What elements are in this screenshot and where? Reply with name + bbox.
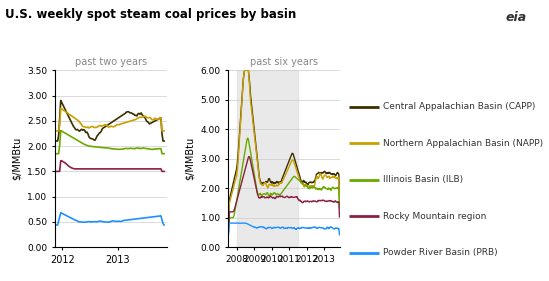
Text: Rocky Mountain region: Rocky Mountain region bbox=[383, 212, 486, 221]
Text: Powder River Basin (PRB): Powder River Basin (PRB) bbox=[383, 248, 497, 257]
Text: past two years: past two years bbox=[75, 57, 147, 67]
Text: Central Appalachian Basin (CAPP): Central Appalachian Basin (CAPP) bbox=[383, 102, 535, 111]
Text: Illinois Basin (ILB): Illinois Basin (ILB) bbox=[383, 175, 463, 184]
Text: eia: eia bbox=[506, 11, 527, 24]
Text: Northern Appalachian Basin (NAPP): Northern Appalachian Basin (NAPP) bbox=[383, 139, 543, 148]
Text: past six years: past six years bbox=[250, 57, 318, 67]
Text: U.S. weekly spot steam coal prices by basin: U.S. weekly spot steam coal prices by ba… bbox=[5, 8, 297, 21]
Y-axis label: $/MMBtu: $/MMBtu bbox=[185, 137, 195, 180]
Bar bbox=[237, 70, 298, 247]
Y-axis label: $/MMBtu: $/MMBtu bbox=[12, 137, 21, 180]
